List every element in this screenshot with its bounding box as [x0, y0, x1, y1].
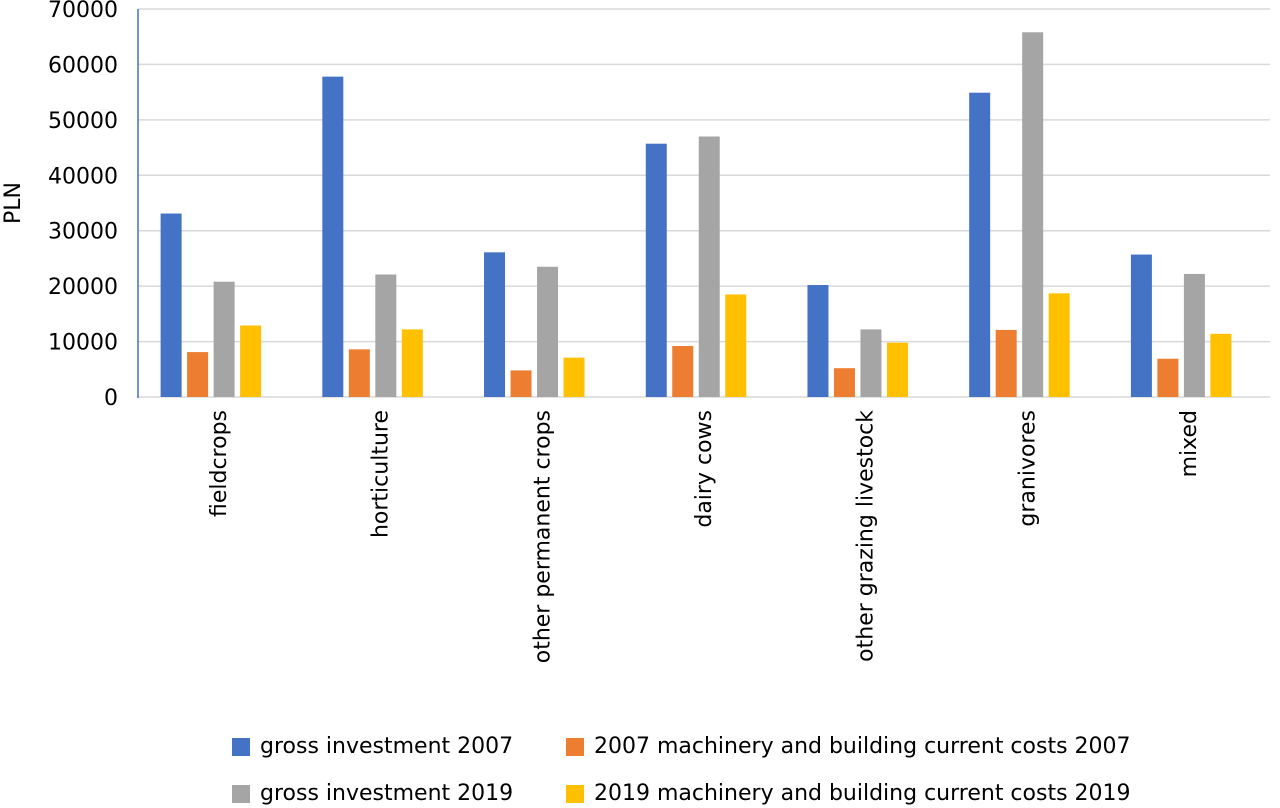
legend-label: gross investment 2007 [260, 734, 514, 759]
legend-swatch [566, 784, 584, 803]
bar-other-grazing-livestock-1 [833, 368, 855, 397]
bar-other-grazing-livestock-0 [807, 285, 829, 397]
bar-mixed-2 [1183, 273, 1205, 397]
bar-other-permanent-crops-1 [510, 370, 532, 397]
legend-label: 2007 machinery and building current cost… [594, 734, 1131, 759]
bar-fieldcrops-1 [187, 352, 209, 397]
bar-granivores-3 [1048, 293, 1070, 397]
x-tick-label: other grazing livestock [854, 410, 879, 662]
legend-item-machinery-costs-2019: 2019 machinery and building current cost… [566, 781, 1131, 806]
y-tick-label: 50000 [48, 109, 118, 134]
bar-dairy-cows-1 [672, 346, 694, 397]
y-axis-label: PLN [1, 182, 26, 224]
x-tick-label: dairy cows [692, 410, 717, 528]
bar-other-permanent-crops-0 [484, 252, 506, 397]
legend-item-gross-investment-2007: gross investment 2007 [232, 734, 513, 759]
legend-label: 2019 machinery and building current cost… [594, 781, 1131, 806]
legend-item-machinery-costs-2007: 2007 machinery and building current cost… [566, 734, 1131, 759]
bar-mixed-3 [1210, 333, 1232, 397]
bar-dairy-cows-3 [725, 294, 747, 397]
bar-mixed-1 [1157, 358, 1179, 397]
bar-other-grazing-livestock-2 [860, 329, 882, 397]
bar-other-permanent-crops-2 [537, 266, 559, 397]
bar-horticulture-1 [348, 349, 370, 397]
bar-granivores-2 [1022, 32, 1044, 397]
bar-dairy-cows-2 [698, 136, 720, 397]
y-tick-label: 30000 [48, 220, 118, 245]
y-tick-label: 0 [104, 386, 118, 411]
bar-granivores-0 [969, 92, 991, 397]
bar-fieldcrops-2 [213, 281, 235, 397]
bar-fieldcrops-0 [160, 213, 182, 397]
x-tick-label: granivores [1015, 410, 1040, 527]
bar-horticulture-2 [375, 274, 397, 397]
x-tick-label: mixed [1177, 410, 1202, 477]
y-tick-label: 40000 [48, 164, 118, 189]
y-tick-label: 20000 [48, 275, 118, 300]
x-tick-label: other permanent crops [530, 410, 555, 663]
y-tick-label: 70000 [48, 0, 118, 23]
bar-mixed-0 [1130, 254, 1152, 397]
legend-swatch [232, 784, 250, 803]
y-tick-label: 10000 [48, 331, 118, 356]
legend-label: gross investment 2019 [260, 781, 514, 806]
legend-item-gross-investment-2019: gross investment 2019 [232, 781, 513, 806]
x-tick-label: fieldcrops [207, 410, 232, 517]
bar-other-permanent-crops-3 [563, 357, 585, 397]
bar-dairy-cows-0 [645, 143, 667, 397]
y-tick-label: 60000 [48, 53, 118, 78]
bar-other-grazing-livestock-3 [886, 342, 908, 397]
x-tick-label: horticulture [369, 410, 394, 538]
legend-swatch [232, 737, 250, 756]
bar-fieldcrops-3 [240, 325, 262, 397]
legend-swatch [566, 737, 584, 756]
bar-granivores-1 [995, 329, 1017, 397]
bar-horticulture-3 [401, 329, 423, 397]
bar-horticulture-0 [322, 76, 344, 397]
